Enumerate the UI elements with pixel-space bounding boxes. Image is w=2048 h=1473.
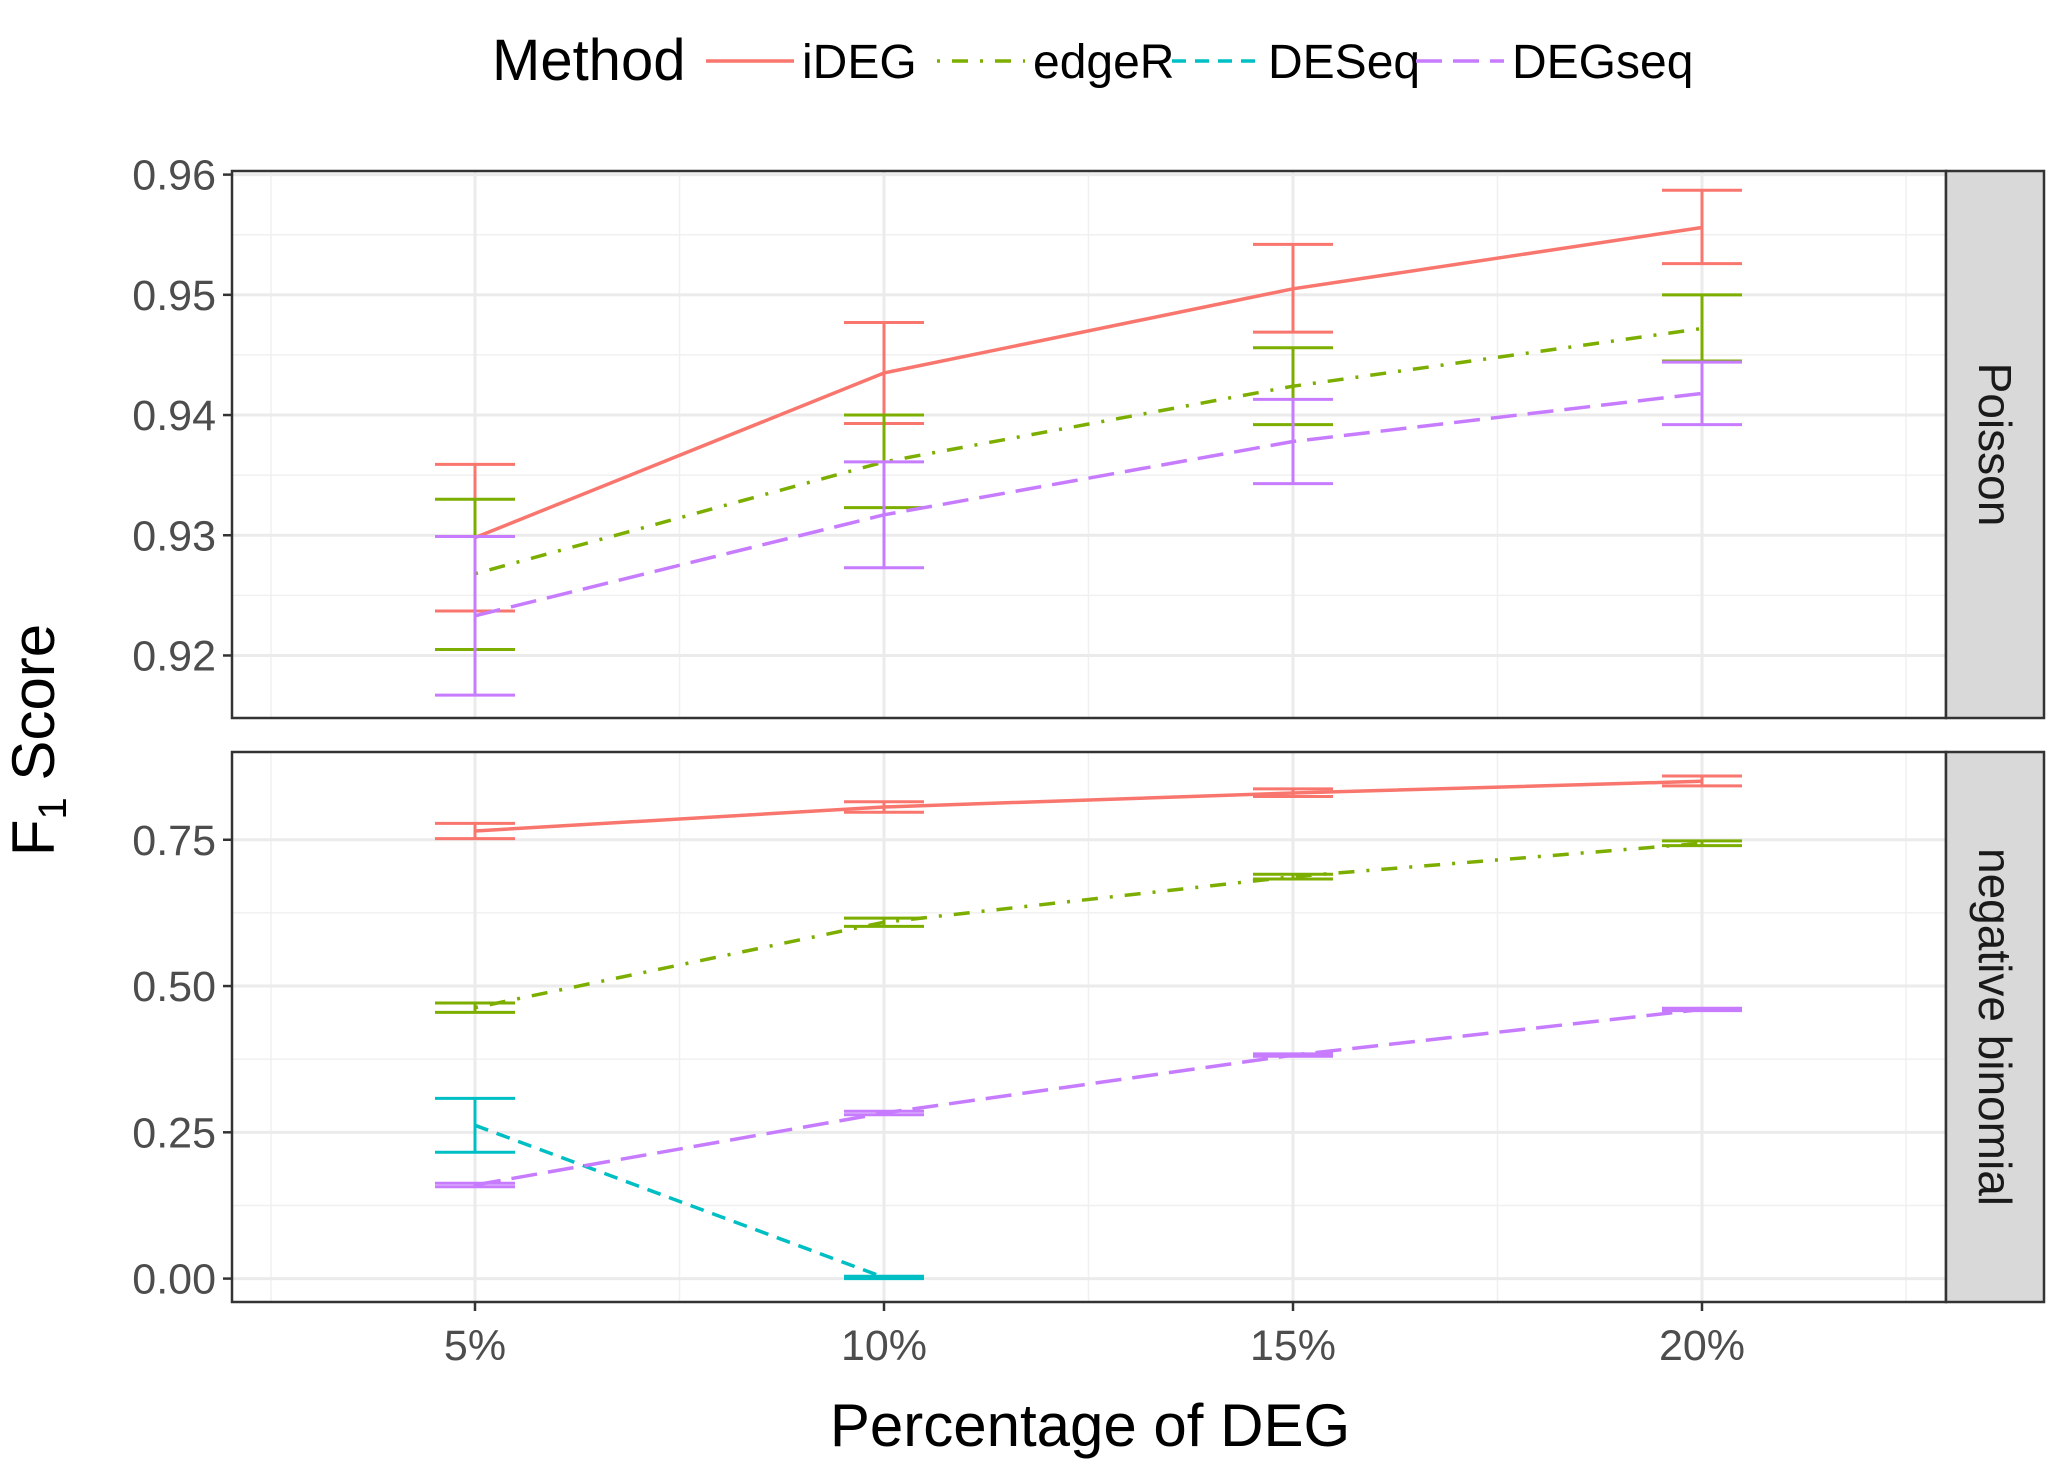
legend-label: DEGseq: [1512, 36, 1693, 89]
x-tick-label: 15%: [1250, 1322, 1336, 1370]
legend-item-degseq: DEGseq: [1416, 36, 1693, 89]
x-tick-label: 10%: [841, 1322, 927, 1370]
legend-label: DESeq: [1268, 36, 1420, 89]
series-line-degseq: [474, 1007, 1703, 1187]
error-bar-edger: [1253, 872, 1333, 881]
legend-label: iDEG: [802, 36, 917, 89]
x-axis: 5% 10% 15% 20%: [444, 1302, 1745, 1370]
error-bar-degseq: [435, 534, 515, 697]
error-bar-ideg: [1253, 242, 1333, 334]
legend-item-ideg: iDEG: [706, 36, 917, 89]
error-bar-degseq: [1253, 397, 1333, 486]
error-bar-deseq: [844, 1274, 924, 1281]
legend-label: edgeR: [1033, 36, 1174, 89]
facet-strip-label: negative binomial: [1969, 848, 2021, 1206]
error-bar-degseq: [1253, 1052, 1333, 1058]
x-axis-title: Percentage of DEG: [830, 1392, 1350, 1459]
y-tick-label: 0.95: [132, 272, 216, 320]
y-tick-label: 0.94: [132, 392, 216, 440]
error-bar-degseq: [844, 1109, 924, 1117]
series-line-degseq: [474, 391, 1703, 618]
y-tick-label: 0.93: [132, 512, 216, 560]
error-bar-edger: [1662, 839, 1742, 848]
facet-strip-label: Poisson: [1969, 363, 2021, 527]
y-tick-label: 0.96: [132, 152, 216, 200]
error-bar-ideg: [1662, 774, 1742, 788]
y-tick-label: 0.50: [132, 963, 216, 1011]
error-bar-ideg: [844, 800, 924, 814]
y-tick-label: 0.75: [132, 817, 216, 865]
legend-title: Method: [492, 28, 685, 93]
y-axis-title: F1 Score: [0, 624, 75, 856]
x-tick-label: 20%: [1659, 1322, 1745, 1370]
series-line-edger: [474, 326, 1703, 576]
error-bar-ideg: [435, 821, 515, 841]
legend-item-deseq: DESeq: [1172, 36, 1420, 89]
error-bar-ideg: [1253, 787, 1333, 798]
error-bar-degseq: [844, 460, 924, 570]
panel-negative-binomial: 0.00 0.25 0.50 0.75 negative binomial: [132, 750, 2046, 1304]
series-line-ideg: [474, 225, 1703, 540]
facet-strip: [1944, 750, 2046, 1304]
y-axis-title-main: F: [0, 820, 67, 857]
legend-item-edger: edgeR: [937, 36, 1174, 89]
legend-items: iDEG edgeR DESeq DEGseq: [706, 36, 1693, 89]
y-axis-title-suffix: Score: [0, 624, 67, 797]
error-bar-ideg: [1662, 188, 1742, 266]
series-line-edger: [474, 841, 1703, 1010]
error-bar-degseq: [435, 1181, 515, 1189]
x-tick-label: 5%: [444, 1322, 506, 1370]
error-bar-edger: [844, 916, 924, 928]
svg-text:F1 Score: F1 Score: [0, 624, 75, 856]
y-tick-label: 0.00: [132, 1256, 216, 1304]
legend: Method iDEG edgeR DESeq DEGseq: [492, 28, 1693, 93]
error-bar-degseq: [1662, 360, 1742, 427]
y-axis-title-subscript: 1: [31, 797, 75, 819]
error-bar-degseq: [1662, 1006, 1742, 1013]
y-tick-label: 0.92: [132, 632, 216, 680]
facet-strip: [1944, 169, 2046, 720]
series-line-deseq: [474, 1123, 885, 1280]
error-bar-deseq: [435, 1096, 515, 1154]
error-bar-edger: [435, 1001, 515, 1014]
y-tick-label: 0.25: [132, 1109, 216, 1157]
series-line-ideg: [474, 779, 1703, 833]
panel-poisson: 0.92 0.93 0.94 0.95 0.96 Poisson: [132, 152, 2046, 720]
